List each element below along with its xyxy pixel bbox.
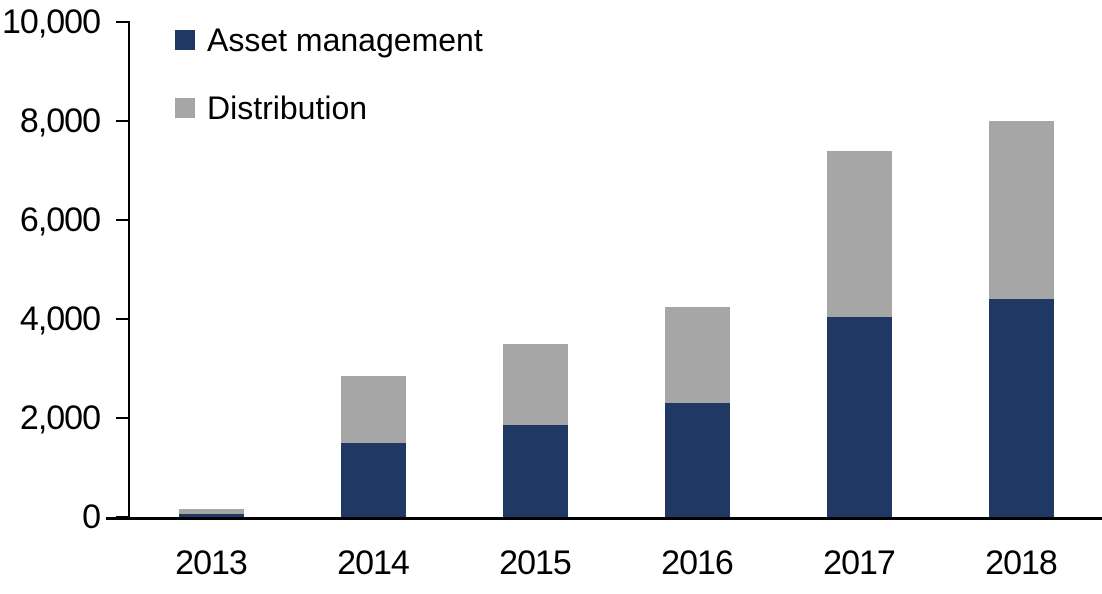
- y-axis-tick-label: 10,000: [2, 3, 101, 41]
- legend-item-distribution: Distribution: [175, 88, 483, 128]
- x-axis-tick-label: 2016: [661, 544, 734, 582]
- legend-label-distribution: Distribution: [207, 90, 368, 126]
- y-axis-tick: [116, 516, 130, 518]
- bar-segment-asset-management-2014: [340, 442, 406, 517]
- y-axis-tick: [116, 21, 130, 23]
- y-axis-tick-label: 2,000: [19, 399, 101, 437]
- x-axis-tick-label: 2015: [499, 544, 572, 582]
- y-axis-tick: [116, 318, 130, 320]
- x-axis-tick-label: 2014: [337, 544, 410, 582]
- y-axis-tick-label: 8,000: [19, 102, 101, 140]
- bar-segment-distribution-2013: [178, 509, 244, 515]
- legend: Asset management Distribution: [175, 20, 483, 156]
- bar-segment-asset-management-2018: [988, 299, 1054, 517]
- y-axis-line: [128, 22, 130, 520]
- legend-label-asset-management: Asset management: [207, 22, 483, 58]
- bar-segment-distribution-2014: [340, 375, 406, 443]
- y-axis-tick-label: 4,000: [19, 300, 101, 338]
- legend-item-asset-management: Asset management: [175, 20, 483, 60]
- x-axis-line: [106, 517, 1102, 520]
- bar-segment-asset-management-2015: [502, 425, 568, 517]
- x-axis-tick-label: 2013: [175, 544, 248, 582]
- bar-segment-asset-management-2017: [826, 316, 892, 517]
- y-axis-tick: [116, 417, 130, 419]
- y-axis-tick: [116, 120, 130, 122]
- legend-swatch-distribution: [175, 98, 195, 118]
- y-axis-tick: [116, 219, 130, 221]
- x-axis-tick-label: 2018: [985, 544, 1058, 582]
- bar-segment-asset-management-2016: [664, 403, 730, 517]
- bar-segment-distribution-2015: [502, 343, 568, 426]
- bar-segment-distribution-2017: [826, 150, 892, 317]
- y-axis-tick-label: 0: [82, 498, 101, 536]
- y-axis-tick-label: 6,000: [19, 201, 101, 239]
- bar-segment-distribution-2018: [988, 121, 1054, 300]
- x-axis-tick-label: 2017: [823, 544, 896, 582]
- bar-segment-distribution-2016: [664, 306, 730, 404]
- legend-swatch-asset-management: [175, 30, 195, 50]
- bar-segment-asset-management-2013: [178, 514, 244, 517]
